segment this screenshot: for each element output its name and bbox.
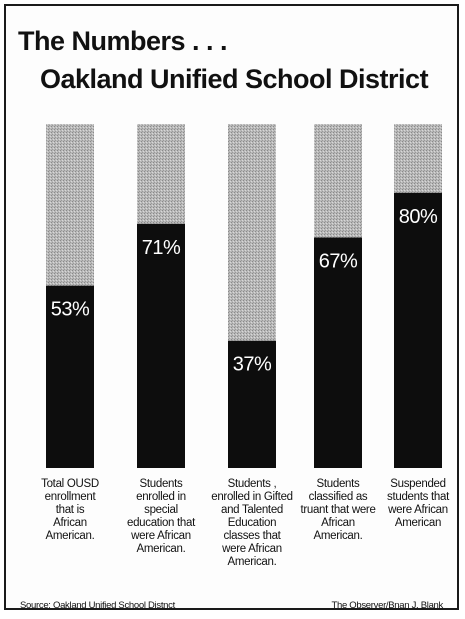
category-label: Suspended students that were African Americ… xyxy=(372,478,464,530)
bar-remainder xyxy=(228,124,276,341)
bar-african-american xyxy=(314,237,362,468)
category-label: Students enrolled in special education that… xyxy=(115,478,207,556)
bar-value-label: 37% xyxy=(233,354,272,376)
category-label-line: African xyxy=(321,517,355,529)
category-label-line: enrolled in xyxy=(136,491,186,503)
graphic-frame: The Numbers . . . Oakland Unified School… xyxy=(4,4,459,611)
category-label-line: American. xyxy=(136,543,186,555)
bar-value-label: 80% xyxy=(399,206,438,228)
bar-african-american xyxy=(394,192,442,469)
chart-subtitle: Oakland Unified School District xyxy=(40,64,429,94)
category-label-line: enrolled in Gifted xyxy=(211,491,293,503)
category-label-line: and Talented xyxy=(220,504,284,516)
bar-value-label: 53% xyxy=(51,299,90,321)
category-label-line: Education xyxy=(227,517,277,529)
category-label-line: Total OUSD xyxy=(41,478,99,490)
category-label-line: African xyxy=(53,517,87,529)
bar-african-american xyxy=(137,223,185,468)
category-label-line: were African xyxy=(131,530,191,542)
chart-title: The Numbers . . . xyxy=(18,26,228,56)
category-label: Total OUSD enrollment that is African Americ… xyxy=(24,478,116,543)
category-label-line: American xyxy=(394,517,442,529)
category-label-line: Students , xyxy=(227,478,277,490)
bar-remainder xyxy=(46,124,94,286)
source-note: Source: Oakland Unified School Distnct xyxy=(20,600,175,611)
category-label: Students classified as truant that were Afr… xyxy=(292,478,384,543)
bar-african-american xyxy=(228,340,276,468)
category-label-line: American. xyxy=(45,530,95,542)
category-label-line: Students xyxy=(139,478,183,490)
bar-value-label: 71% xyxy=(142,237,181,259)
category-label-line: were African xyxy=(222,543,282,555)
bar-remainder xyxy=(394,124,442,193)
category-label-line: classes that xyxy=(223,530,281,542)
category-label-line: that is xyxy=(55,504,85,516)
category-label-line: American. xyxy=(227,556,277,568)
category-label-line: Students xyxy=(316,478,360,490)
stacked-bar-chart: 53% 71% 37% 67% 80% xyxy=(46,124,442,469)
category-label-line: special xyxy=(144,504,178,516)
category-label-line: enrollment xyxy=(44,491,96,503)
bar-value-label: 67% xyxy=(319,251,358,273)
bar-african-american xyxy=(46,285,94,468)
category-label-line: truant that were xyxy=(300,504,376,516)
category-label-line: classified as xyxy=(308,491,368,503)
category-label: Students , enrolled in Gifted and Talented… xyxy=(206,478,298,569)
category-label-line: American. xyxy=(313,530,363,542)
bar-remainder xyxy=(137,124,185,224)
category-label-line: were African xyxy=(388,504,448,516)
bar-remainder xyxy=(314,124,362,238)
category-label-line: education that xyxy=(126,517,196,529)
category-label-line: Suspended xyxy=(390,478,446,490)
credit-note: The Observer/Bnan J. Blank xyxy=(331,600,443,611)
category-label-line: students that xyxy=(387,491,449,503)
